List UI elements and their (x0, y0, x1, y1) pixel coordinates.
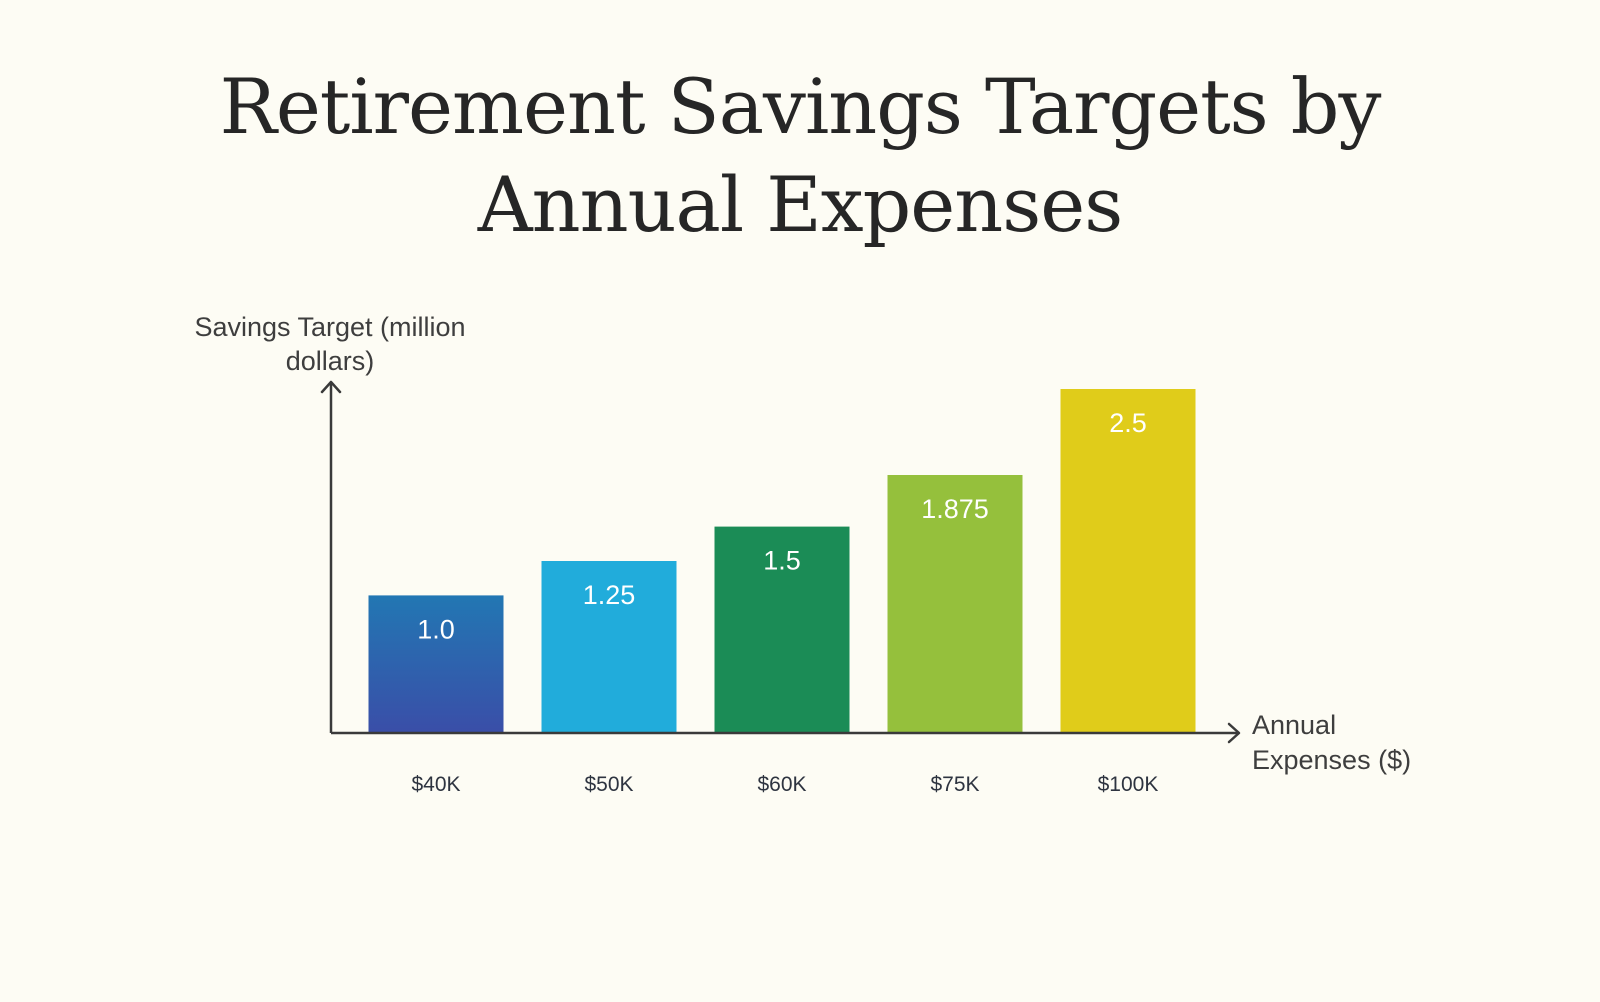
y-axis-arrow-icon (320, 380, 342, 394)
bar-3 (887, 475, 1023, 733)
x-tick-label-0: $40K (411, 773, 460, 796)
x-axis-label-line-2: Expenses ($) (1252, 745, 1412, 775)
bar-2 (714, 526, 850, 733)
bar-0 (368, 595, 504, 733)
x-axis-arrow-icon (1227, 722, 1241, 744)
x-tick-label-3: $75K (930, 773, 979, 796)
bar-value-label-1: 1.25 (583, 580, 636, 610)
bar-value-label-4: 2.5 (1109, 408, 1147, 438)
bars-layer: 1.0 1.25 1.5 1.875 2.5 (368, 389, 1196, 733)
x-axis-label-line-1: Annual (1252, 710, 1337, 740)
x-tick-label-4: $100K (1098, 773, 1159, 796)
x-axis-label: Annual Expenses ($) (1252, 708, 1452, 778)
chart-title-line-2: Annual Expenses (477, 160, 1123, 249)
chart-title-line-1: Retirement Savings Targets by (219, 62, 1382, 151)
ticks-layer: $40K $50K $60K $75K $100K (411, 773, 1158, 796)
bar-1 (541, 561, 677, 733)
y-axis-label: Savings Target (million dollars) (170, 310, 490, 378)
y-axis-label-line-1: Savings Target (million (194, 312, 466, 342)
y-axis-label-line-2: dollars) (285, 346, 375, 376)
x-tick-label-2: $60K (757, 773, 806, 796)
bar-value-label-3: 1.875 (921, 494, 989, 524)
x-tick-label-1: $50K (584, 773, 633, 796)
axes-layer (320, 380, 1241, 744)
chart-title: Retirement Savings Targets by Annual Exp… (0, 58, 1600, 254)
bar-value-label-0: 1.0 (417, 614, 455, 644)
bar-value-label-2: 1.5 (763, 546, 801, 576)
bar-4 (1060, 389, 1196, 733)
